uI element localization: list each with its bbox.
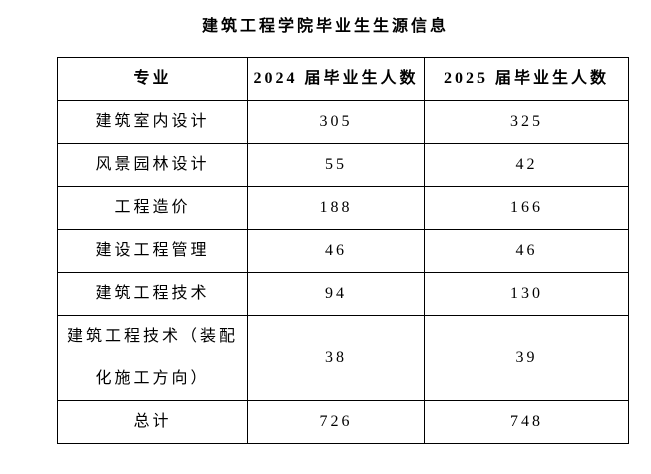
major-cell: 总计 bbox=[57, 400, 248, 444]
major-cell: 建筑工程技术 bbox=[57, 272, 248, 316]
header-row: 专业 2024 届毕业生人数 2025 届毕业生人数 bbox=[57, 57, 629, 101]
count-2025-cell: 130 bbox=[424, 272, 629, 316]
count-2025-cell: 748 bbox=[424, 400, 629, 444]
count-2025-cell: 166 bbox=[424, 186, 629, 230]
count-2024-cell: 46 bbox=[247, 229, 425, 273]
count-2024-cell: 305 bbox=[247, 100, 425, 144]
table-row: 建筑室内设计 305 325 bbox=[57, 100, 629, 144]
count-2024-cell: 38 bbox=[247, 315, 425, 401]
table-row: 建筑工程技术（装配化施工方向） 38 39 bbox=[57, 315, 629, 401]
header-cell-2025: 2025 届毕业生人数 bbox=[424, 57, 629, 101]
count-2024-cell: 726 bbox=[247, 400, 425, 444]
header-cell-major: 专业 bbox=[57, 57, 248, 101]
count-2025-cell: 39 bbox=[424, 315, 629, 401]
major-cell: 建筑室内设计 bbox=[57, 100, 248, 144]
count-2024-cell: 94 bbox=[247, 272, 425, 316]
graduate-source-table: 专业 2024 届毕业生人数 2025 届毕业生人数 建筑室内设计 305 32… bbox=[57, 57, 629, 444]
table-row: 建筑工程技术 94 130 bbox=[57, 272, 629, 316]
count-2024-cell: 55 bbox=[247, 143, 425, 187]
page-title: 建筑工程学院毕业生生源信息 bbox=[201, 18, 449, 35]
table-row: 建设工程管理 46 46 bbox=[57, 229, 629, 273]
table-row: 风景园林设计 55 42 bbox=[57, 143, 629, 187]
count-2025-cell: 42 bbox=[424, 143, 629, 187]
count-2025-cell: 46 bbox=[424, 229, 629, 273]
header-cell-2024: 2024 届毕业生人数 bbox=[247, 57, 425, 101]
major-cell: 风景园林设计 bbox=[57, 143, 248, 187]
document-page: { "page": { "title": "建筑工程学院毕业生生源信息" }, … bbox=[0, 15, 651, 474]
table-row: 工程造价 188 166 bbox=[57, 186, 629, 230]
major-cell: 建设工程管理 bbox=[57, 229, 248, 273]
major-cell: 建筑工程技术（装配化施工方向） bbox=[57, 315, 248, 401]
table-row-total: 总计 726 748 bbox=[57, 400, 629, 444]
count-2024-cell: 188 bbox=[247, 186, 425, 230]
major-cell: 工程造价 bbox=[57, 186, 248, 230]
count-2025-cell: 325 bbox=[424, 100, 629, 144]
